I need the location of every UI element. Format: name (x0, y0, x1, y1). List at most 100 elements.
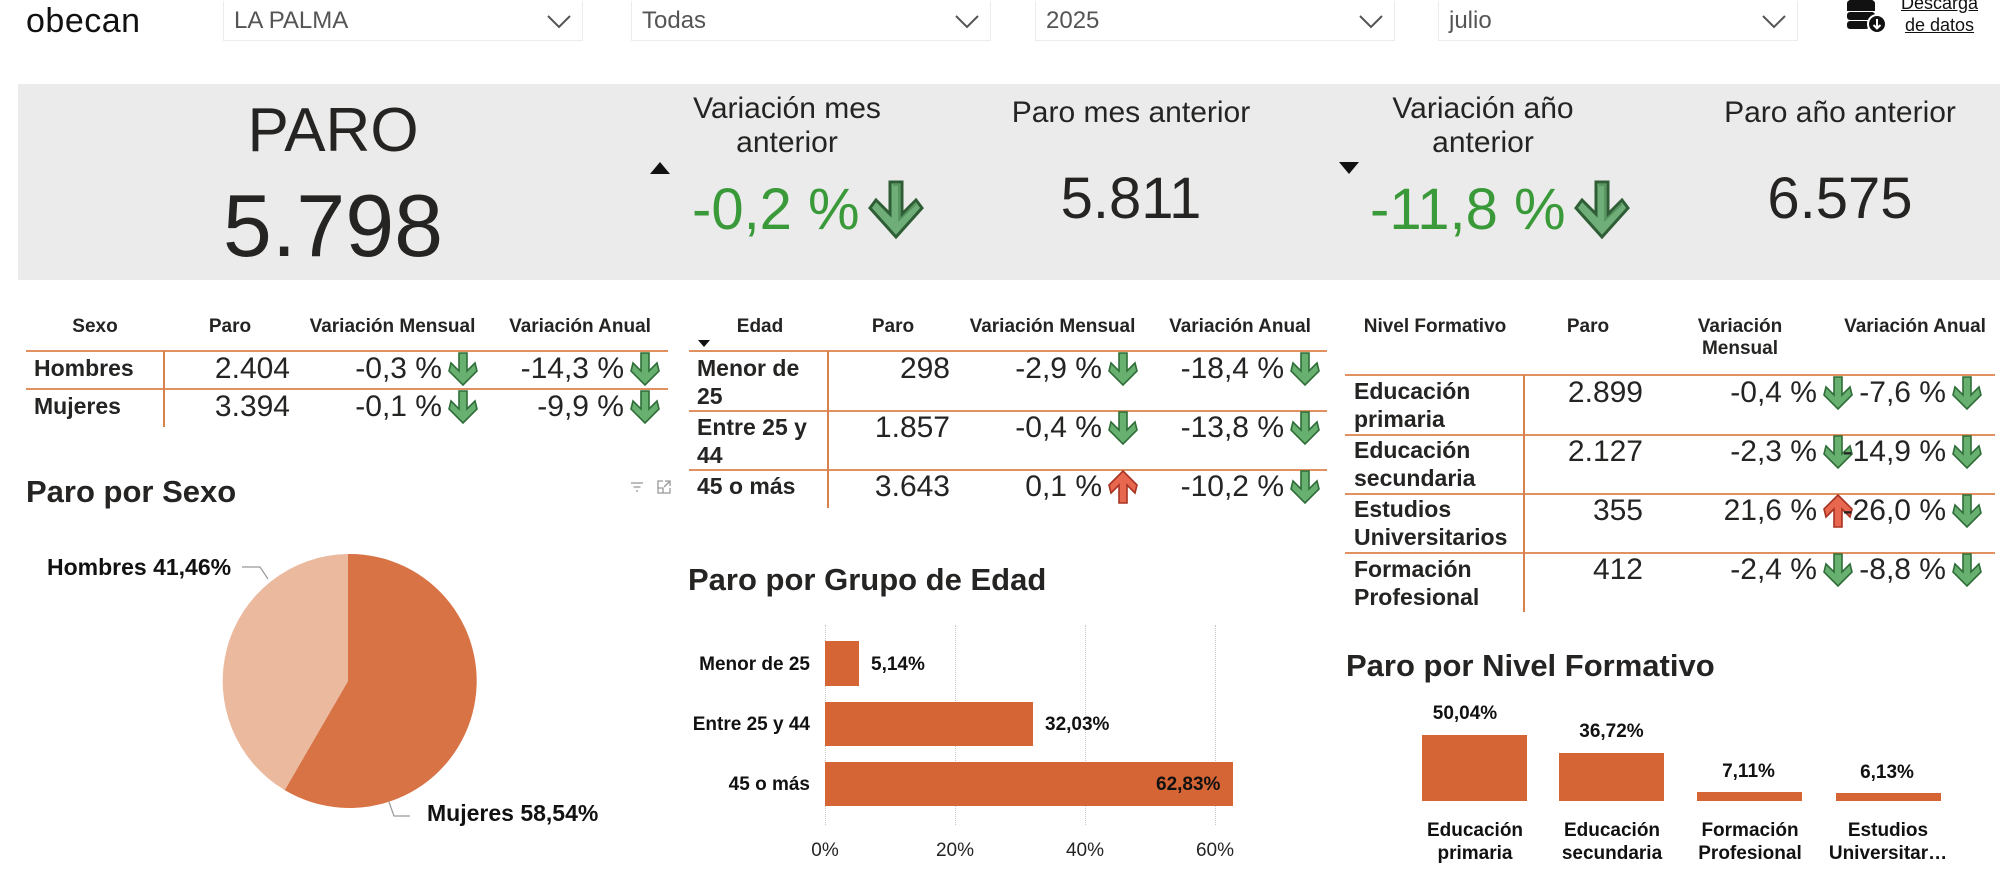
column-header-variacion-anual[interactable]: Variación Anual (1844, 316, 1986, 337)
column-header-variacion-mensual[interactable]: Variación Mensual (309, 316, 476, 337)
bar-estudios-universitarios[interactable] (1836, 793, 1941, 801)
row-divider (1345, 493, 1995, 495)
row-divider (26, 388, 668, 390)
arrow-down-icon (1108, 411, 1138, 445)
table-cell-var-anual: -9,9 % (480, 390, 660, 424)
category-label: Educación secundaria (1561, 820, 1663, 864)
arrow-down-icon (1952, 494, 1982, 528)
arrow-down-icon (1952, 435, 1982, 469)
column-header-edad[interactable]: Edad (736, 316, 784, 337)
gridline (1215, 625, 1216, 825)
kpi-prev-year-value: 6.575 (1767, 166, 1913, 231)
column-header-variacion-mensual[interactable]: Variación Mensual (1697, 316, 1783, 359)
x-tick-label: 0% (811, 840, 839, 861)
category-label: Entre 25 y 44 (692, 714, 810, 735)
table-row-label: Estudios Universitarios (1354, 496, 1508, 550)
table-cell-var-anual: -13,8 % (1140, 411, 1320, 445)
table-row-label: Educación primaria (1354, 378, 1471, 432)
table-cell-paro: 2.127 (1567, 435, 1643, 468)
pie-label-mujeres: Mujeres 58,54% (427, 800, 599, 826)
table-cell-paro: 355 (1592, 494, 1643, 527)
column-header-sexo[interactable]: Sexo (72, 316, 118, 337)
data-label: 6,13% (1860, 762, 1914, 783)
category-label: Educación primaria (1426, 820, 1524, 864)
data-label: 62,83% (1156, 774, 1221, 795)
table-cell-var-anual: -7,6 % (1810, 376, 1982, 410)
kpi-var-month-title: Variación mes anterior (693, 92, 881, 159)
column-header-variacion-anual[interactable]: Variación Anual (1169, 316, 1311, 337)
kpi-var-year-value: -11,8 % (1370, 176, 1630, 243)
table-cell-var-anual: -18,4 % (1140, 352, 1320, 386)
column-divider (163, 351, 165, 427)
sort-descending-icon[interactable] (698, 340, 710, 347)
column-divider (1523, 375, 1525, 612)
row-divider (689, 350, 1327, 352)
table-cell-paro: 3.643 (874, 470, 950, 503)
column-header-nivel-formativo[interactable]: Nivel Formativo (1363, 316, 1507, 337)
pie-slice-mujeres[interactable] (284, 553, 477, 808)
table-cell-var-mensual: -0,4 % (960, 411, 1138, 445)
bar-formacion-profesional[interactable] (1697, 792, 1802, 801)
chevron-down-icon (1359, 14, 1383, 28)
column-header-paro[interactable]: Paro (871, 316, 915, 337)
island-filter-dropdown[interactable]: LA PALMA (223, 1, 583, 41)
data-label: 50,04% (1432, 703, 1498, 724)
bar-45-o-mas[interactable] (825, 762, 1233, 806)
download-data-label: Descarga de datos (1901, 0, 1979, 35)
table-cell-var-anual: -14,9 % (1810, 435, 1982, 469)
month-filter-dropdown[interactable]: julio (1438, 1, 1798, 41)
arrow-down-icon (1952, 553, 1982, 587)
table-cell-var-anual: -26,0 % (1810, 494, 1982, 528)
bar-educacion-secundaria[interactable] (1559, 753, 1664, 801)
column-header-paro[interactable]: Paro (1566, 316, 1610, 337)
column-header-variacion-anual[interactable]: Variación Anual (509, 316, 651, 337)
focus-mode-icon[interactable] (656, 479, 672, 495)
row-divider (689, 469, 1327, 471)
table-row-label: Menor de 25 (697, 355, 800, 409)
table-cell-paro: 1.857 (874, 411, 950, 444)
x-tick-label: 20% (935, 840, 975, 861)
table-cell-paro: 3.394 (214, 390, 290, 423)
year-filter-dropdown[interactable]: 2025 (1035, 1, 1395, 41)
table-cell-var-mensual: -0,3 % (300, 352, 478, 386)
bar-educacion-primaria[interactable] (1422, 735, 1527, 801)
table-row-label: Entre 25 y 44 (697, 414, 807, 468)
gridline (1085, 625, 1086, 825)
column-header-variacion-mensual[interactable]: Variación Mensual (969, 316, 1136, 337)
kpi-prev-month-title: Paro mes anterior (1011, 96, 1251, 129)
column-header-paro[interactable]: Paro (208, 316, 252, 337)
table-cell-var-anual: -14,3 % (480, 352, 660, 386)
sort-ascending-icon[interactable] (650, 162, 670, 174)
table-cell-var-mensual: -0,4 % (1650, 376, 1853, 410)
municipality-filter-dropdown[interactable]: Todas (631, 1, 991, 41)
arrow-down-icon (448, 352, 478, 386)
arrow-down-icon (448, 390, 478, 424)
x-tick-label: 60% (1195, 840, 1235, 861)
table-row-label: Hombres (34, 355, 134, 381)
sort-descending-icon[interactable] (1339, 162, 1359, 174)
arrow-down-icon (1108, 352, 1138, 386)
table-cell-var-mensual: 0,1 % (960, 470, 1138, 504)
category-label: Menor de 25 (699, 654, 810, 675)
kpi-band (18, 84, 2000, 280)
municipality-filter-value: Todas (642, 6, 707, 34)
logo: obecan (26, 2, 141, 40)
table-row-label: Mujeres (34, 393, 121, 419)
download-data-link[interactable]: Descarga de datos (1845, 0, 1978, 36)
row-divider (1345, 434, 1995, 436)
filter-icon[interactable] (629, 480, 645, 494)
column-divider (827, 351, 829, 508)
pie-slice-hombres[interactable] (222, 554, 348, 791)
bar-menor-25[interactable] (825, 641, 859, 686)
table-cell-paro: 2.899 (1567, 376, 1643, 409)
chevron-down-icon (955, 14, 979, 28)
table-row-label: Educación secundaria (1354, 437, 1476, 491)
data-label: 32,03% (1045, 714, 1110, 735)
bar-entre-25-44[interactable] (825, 702, 1033, 746)
table-cell-var-mensual: -0,1 % (300, 390, 478, 424)
arrow-down-icon (1290, 470, 1320, 504)
table-cell-paro: 2.404 (214, 352, 290, 385)
arrow-up-icon (1108, 470, 1138, 504)
arrow-down-icon (1290, 411, 1320, 445)
arrow-down-icon (630, 352, 660, 386)
